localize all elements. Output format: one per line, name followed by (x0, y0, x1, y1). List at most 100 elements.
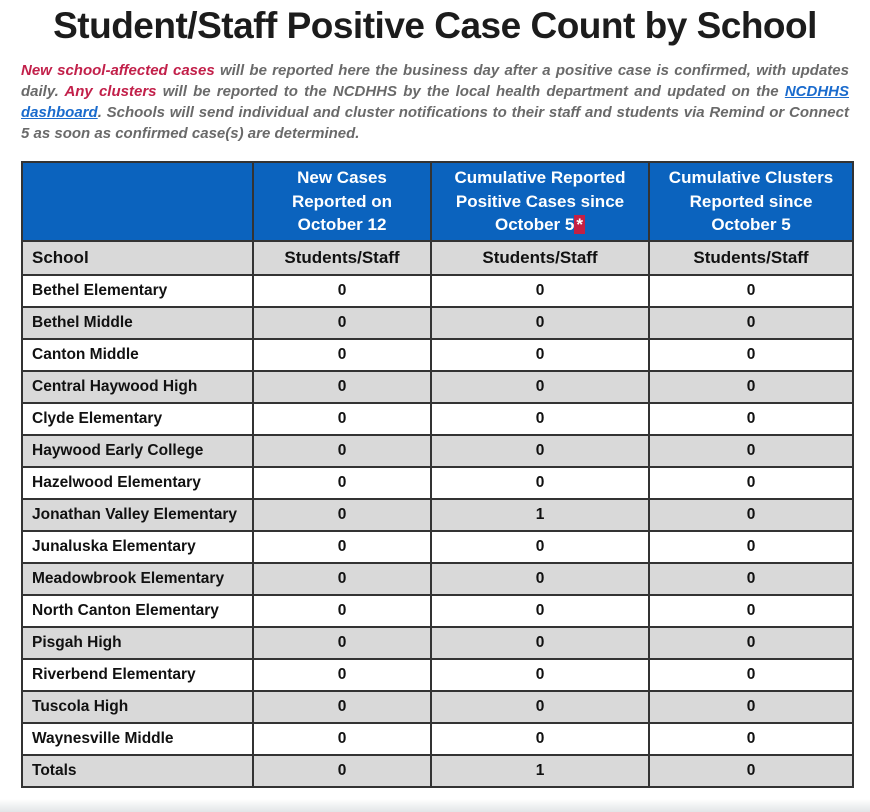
page-bottom-edge (0, 799, 870, 812)
new-cases-cell: 0 (252, 594, 432, 628)
intro-text-2: will be reported to the NCDHHS by the lo… (156, 83, 785, 100)
new-cases-cell: 0 (252, 434, 432, 468)
intro-red-clusters: Any clusters (64, 83, 157, 100)
cumulative-cases-cell: 0 (430, 530, 650, 564)
clusters-cell: 0 (648, 434, 854, 468)
school-name-cell: Haywood Early College (21, 434, 254, 468)
school-name-cell: Central Haywood High (21, 370, 254, 404)
school-name-cell: Canton Middle (21, 338, 254, 372)
header-new-cases: New Cases Reported on October 12 (252, 161, 432, 242)
table-row: Riverbend Elementary 0 0 0 (21, 658, 854, 692)
school-name-cell: Hazelwood Elementary (21, 466, 254, 500)
cumulative-cases-cell: 1 (430, 498, 650, 532)
clusters-cell: 0 (648, 370, 854, 404)
clusters-cell: 0 (648, 530, 854, 564)
table-row: Hazelwood Elementary 0 0 0 (21, 466, 854, 500)
clusters-cell: 0 (648, 658, 854, 692)
cumulative-cases-cell: 0 (430, 370, 650, 404)
case-count-table: New Cases Reported on October 12 Cumulat… (21, 161, 854, 788)
school-name-cell: Pisgah High (21, 626, 254, 660)
header-cumulative-cases-label: Cumulative Reported Positive Cases since… (454, 167, 626, 235)
cumulative-cases-cell: 0 (430, 658, 650, 692)
table-row: Central Haywood High 0 0 0 (21, 370, 854, 404)
clusters-cell: 0 (648, 402, 854, 436)
subheader-school: School (21, 240, 254, 276)
new-cases-cell: 0 (252, 690, 432, 724)
table-row: Totals 0 1 0 (21, 754, 854, 788)
table-row: Waynesville Middle 0 0 0 (21, 722, 854, 756)
new-cases-cell: 0 (252, 466, 432, 500)
footnote-asterisk: * (574, 215, 585, 235)
table-row: Meadowbrook Elementary 0 0 0 (21, 562, 854, 596)
header-empty-cell (21, 161, 254, 242)
clusters-cell: 0 (648, 466, 854, 500)
intro-text-3: . Schools will send individual and clust… (21, 104, 849, 142)
clusters-cell: 0 (648, 754, 854, 788)
table-row: Clyde Elementary 0 0 0 (21, 402, 854, 436)
subheader-students-staff-1: Students/Staff (252, 240, 432, 276)
cumulative-cases-cell: 1 (430, 754, 650, 788)
new-cases-cell: 0 (252, 626, 432, 660)
school-name-cell: Totals (21, 754, 254, 788)
cumulative-cases-cell: 0 (430, 434, 650, 468)
table-row: Haywood Early College 0 0 0 (21, 434, 854, 468)
school-name-cell: Riverbend Elementary (21, 658, 254, 692)
school-name-cell: Clyde Elementary (21, 402, 254, 436)
clusters-cell: 0 (648, 722, 854, 756)
school-name-cell: Waynesville Middle (21, 722, 254, 756)
new-cases-cell: 0 (252, 274, 432, 308)
table-row: North Canton Elementary 0 0 0 (21, 594, 854, 628)
intro-red-new-cases: New school-affected cases (21, 62, 215, 79)
new-cases-cell: 0 (252, 754, 432, 788)
school-name-cell: Meadowbrook Elementary (21, 562, 254, 596)
clusters-cell: 0 (648, 690, 854, 724)
cumulative-cases-cell: 0 (430, 594, 650, 628)
clusters-cell: 0 (648, 498, 854, 532)
intro-text-1: will be reported here the business day a… (21, 62, 849, 100)
intro-paragraph: New school-affected cases will be report… (21, 60, 849, 144)
table-subheader-row: School Students/Staff Students/Staff Stu… (21, 240, 854, 276)
new-cases-cell: 0 (252, 562, 432, 596)
page-title: Student/Staff Positive Case Count by Sch… (53, 5, 817, 46)
new-cases-cell: 0 (252, 338, 432, 372)
table-header-row: New Cases Reported on October 12 Cumulat… (21, 161, 854, 242)
clusters-cell: 0 (648, 626, 854, 660)
school-name-cell: Jonathan Valley Elementary (21, 498, 254, 532)
header-cumulative-clusters: Cumulative Clusters Reported since Octob… (648, 161, 854, 242)
new-cases-cell: 0 (252, 370, 432, 404)
clusters-cell: 0 (648, 594, 854, 628)
subheader-students-staff-3: Students/Staff (648, 240, 854, 276)
new-cases-cell: 0 (252, 498, 432, 532)
new-cases-cell: 0 (252, 658, 432, 692)
school-name-cell: North Canton Elementary (21, 594, 254, 628)
new-cases-cell: 0 (252, 530, 432, 564)
cumulative-cases-cell: 0 (430, 722, 650, 756)
table-row: Tuscola High 0 0 0 (21, 690, 854, 724)
table-row: Bethel Elementary 0 0 0 (21, 274, 854, 308)
cumulative-cases-cell: 0 (430, 626, 650, 660)
school-name-cell: Bethel Elementary (21, 274, 254, 308)
new-cases-cell: 0 (252, 402, 432, 436)
cumulative-cases-cell: 0 (430, 338, 650, 372)
clusters-cell: 0 (648, 338, 854, 372)
cumulative-cases-cell: 0 (430, 466, 650, 500)
table-row: Canton Middle 0 0 0 (21, 338, 854, 372)
clusters-cell: 0 (648, 562, 854, 596)
school-name-cell: Junaluska Elementary (21, 530, 254, 564)
clusters-cell: 0 (648, 306, 854, 340)
table-row: Bethel Middle 0 0 0 (21, 306, 854, 340)
table-row: Junaluska Elementary 0 0 0 (21, 530, 854, 564)
header-cumulative-cases: Cumulative Reported Positive Cases since… (430, 161, 650, 242)
school-name-cell: Bethel Middle (21, 306, 254, 340)
table-row: Jonathan Valley Elementary 0 1 0 (21, 498, 854, 532)
cumulative-cases-cell: 0 (430, 690, 650, 724)
ncdhhs-dashboard-link[interactable]: NCDHHS dashboard (21, 83, 850, 121)
table-row: Pisgah High 0 0 0 (21, 626, 854, 660)
cumulative-cases-cell: 0 (430, 402, 650, 436)
clusters-cell: 0 (648, 274, 854, 308)
cumulative-cases-cell: 0 (430, 562, 650, 596)
cumulative-cases-cell: 0 (430, 306, 650, 340)
cumulative-cases-cell: 0 (430, 274, 650, 308)
school-name-cell: Tuscola High (21, 690, 254, 724)
new-cases-cell: 0 (252, 306, 432, 340)
